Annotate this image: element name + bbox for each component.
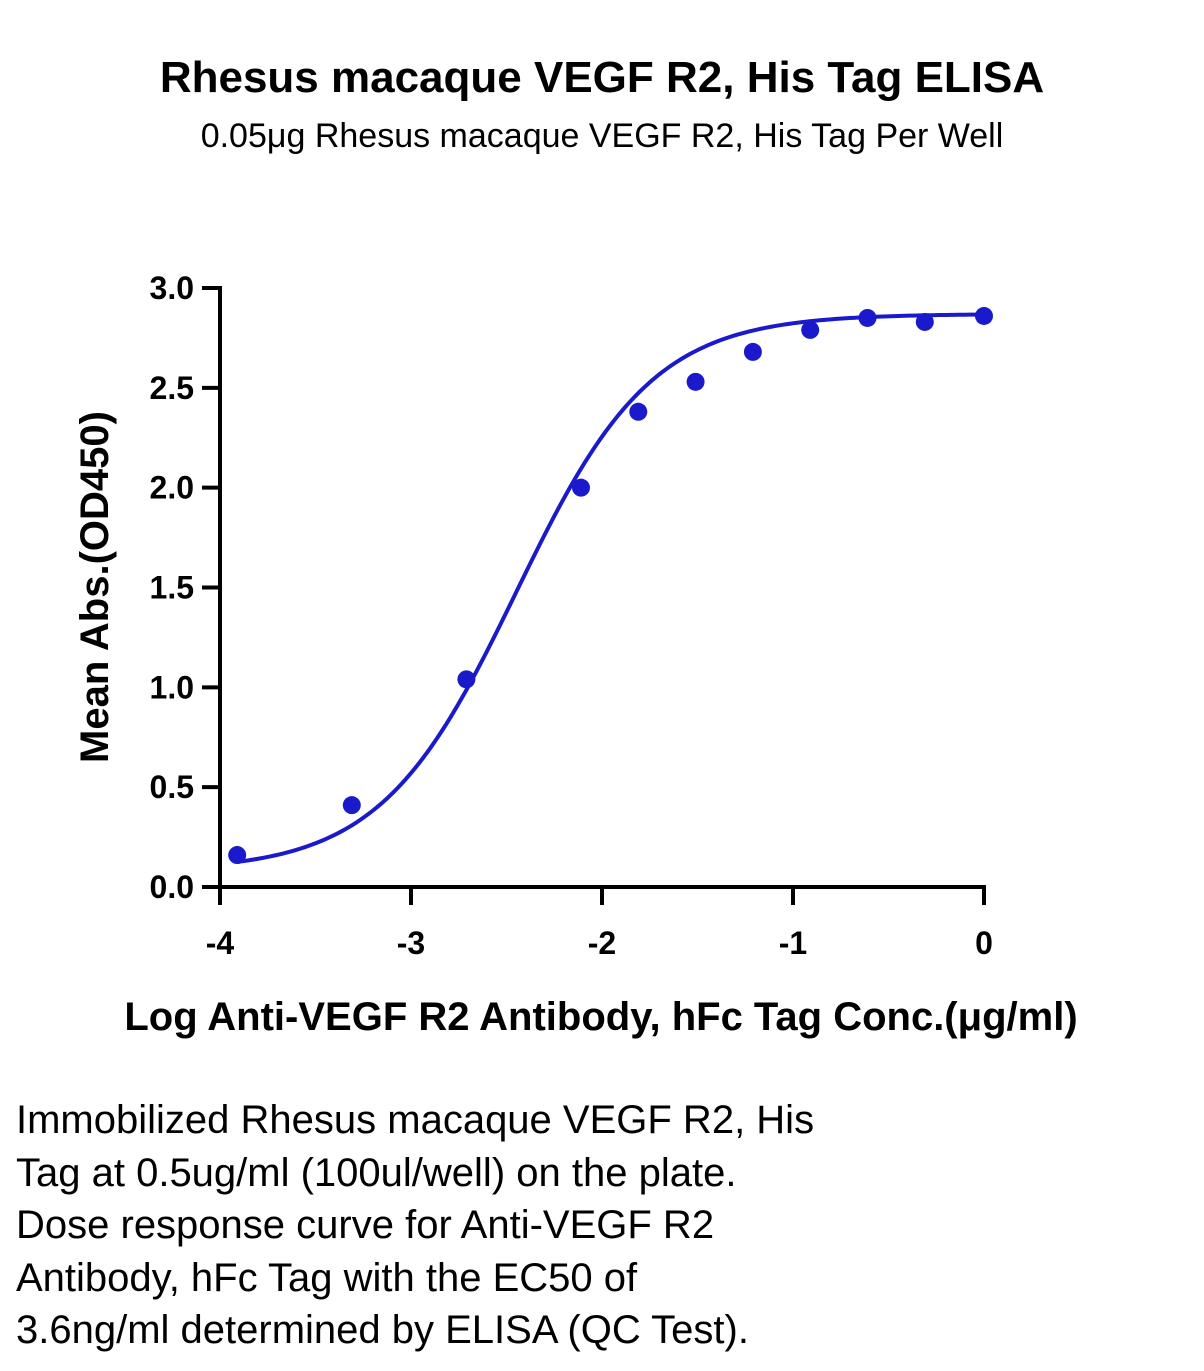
data-point [858, 308, 877, 327]
y-tick-label: 1.0 [150, 669, 194, 705]
x-tick-label: -4 [206, 925, 235, 961]
data-point [975, 306, 993, 325]
caption-line: Dose response curve for Anti-VEGF R2 [16, 1203, 715, 1247]
y-axis-title: Mean Abs.(OD450) [73, 411, 117, 763]
data-point [457, 670, 476, 689]
data-point [228, 846, 247, 865]
data-point [915, 312, 934, 331]
y-tick-label: 0.5 [150, 769, 194, 805]
y-tick-label: 2.0 [150, 470, 194, 506]
data-point [571, 478, 590, 497]
fit-curve [236, 312, 985, 864]
plot-axes [218, 286, 986, 889]
data-point [342, 796, 361, 815]
data-point [743, 342, 762, 361]
x-axis-title: Log Anti-VEGF R2 Antibody, hFc Tag Conc.… [124, 995, 1077, 1039]
x-tick-label: -2 [588, 925, 616, 961]
data-points-layer [228, 306, 993, 865]
data-point [629, 402, 648, 421]
fit-curve-layer [236, 312, 985, 864]
x-tick-label: 0 [975, 925, 993, 961]
x-axis-ticks: -4 -3 -2 -1 0 [206, 887, 993, 961]
y-tick-label: 2.5 [150, 370, 194, 406]
figure-caption: Immobilized Rhesus macaque VEGF R2, His … [16, 1094, 1186, 1357]
caption-line: Tag at 0.5ug/ml (100ul/well) on the plat… [16, 1150, 737, 1195]
y-tick-label: 3.0 [150, 270, 194, 306]
caption-line: 3.6ng/ml determined by ELISA (QC Test). [16, 1308, 749, 1352]
elisa-dose-response-plot: 0.0 0.5 1.0 1.5 2.0 2.5 3.0 -4 -3 -2 -1 0 Log Anti… [73, 270, 1078, 1039]
chart-title: Rhesus macaque VEGF R2, His Tag ELISA [159, 53, 1045, 102]
chart-subtitle: 0.05μg Rhesus macaque VEGF R2, His Tag P… [200, 117, 1004, 155]
y-axis-ticks: 0.0 0.5 1.0 1.5 2.0 2.5 3.0 [150, 270, 220, 905]
x-tick-label: -3 [397, 925, 425, 961]
data-point [686, 372, 705, 391]
y-tick-label: 1.5 [150, 570, 194, 606]
y-tick-label: 0.0 [150, 869, 194, 905]
data-point [801, 320, 820, 339]
x-tick-label: -1 [779, 925, 807, 961]
caption-line: Immobilized Rhesus macaque VEGF R2, His [16, 1098, 815, 1142]
caption-line: Antibody, hFc Tag with the EC50 of [16, 1255, 638, 1300]
